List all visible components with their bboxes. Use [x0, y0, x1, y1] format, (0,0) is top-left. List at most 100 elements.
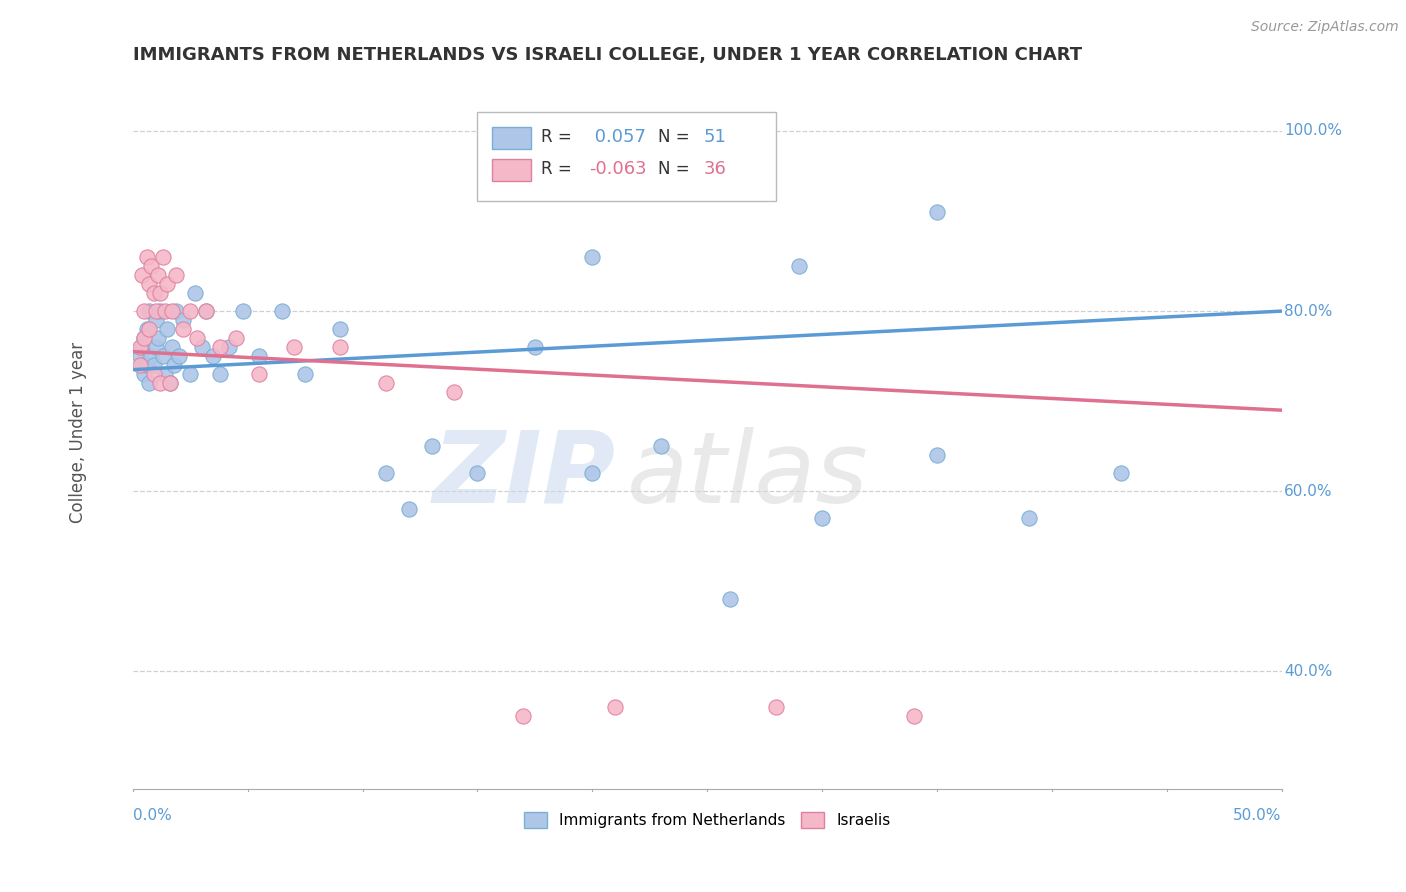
Point [247, 367, 270, 381]
Text: N =: N = [658, 161, 695, 178]
Point [142, 367, 165, 381]
Point [179, 367, 201, 381]
Point [128, 358, 150, 372]
Point [135, 358, 157, 372]
FancyBboxPatch shape [492, 128, 531, 149]
Point [152, 349, 174, 363]
Point [146, 268, 169, 282]
Text: R =: R = [541, 161, 576, 178]
Point [179, 304, 201, 318]
Point [218, 340, 240, 354]
Point [134, 367, 156, 381]
Point [149, 286, 172, 301]
Point [145, 313, 167, 327]
Text: ZIP: ZIP [432, 427, 616, 524]
Point [134, 331, 156, 345]
Point [283, 340, 305, 354]
Point [247, 349, 270, 363]
Point [160, 340, 183, 354]
Text: R =: R = [541, 128, 576, 146]
FancyBboxPatch shape [478, 112, 776, 202]
Point [138, 376, 160, 391]
Point [523, 340, 546, 354]
Point [374, 376, 396, 391]
Point [512, 709, 534, 723]
Point [153, 304, 176, 318]
Point [1109, 467, 1132, 481]
Point [166, 304, 188, 318]
Point [467, 467, 489, 481]
Point [128, 349, 150, 363]
Point [172, 313, 194, 327]
Point [138, 304, 160, 318]
Point [605, 700, 627, 714]
Point [145, 340, 167, 354]
Point [294, 367, 316, 381]
Point [153, 367, 176, 381]
Point [156, 277, 179, 291]
Point [398, 502, 420, 516]
Point [329, 322, 352, 336]
Point [166, 268, 188, 282]
Point [787, 259, 810, 273]
Text: 0.057: 0.057 [589, 128, 645, 146]
Point [138, 322, 160, 336]
Point [159, 376, 181, 391]
Point [195, 304, 218, 318]
Text: 50.0%: 50.0% [1233, 808, 1282, 823]
Point [141, 349, 163, 363]
Point [202, 349, 225, 363]
Point [131, 340, 153, 354]
Point [142, 286, 165, 301]
Point [152, 250, 174, 264]
Text: 80.0%: 80.0% [1284, 303, 1333, 318]
Point [159, 376, 181, 391]
Point [131, 358, 153, 372]
Point [135, 322, 157, 336]
Text: 100.0%: 100.0% [1284, 123, 1341, 138]
Point [145, 304, 167, 318]
Point [925, 448, 948, 462]
Point [581, 250, 603, 264]
Point [146, 331, 169, 345]
Point [374, 467, 396, 481]
Text: 40.0%: 40.0% [1284, 664, 1333, 679]
Text: 0.0%: 0.0% [132, 808, 172, 823]
Point [209, 367, 232, 381]
Point [156, 322, 179, 336]
Text: 36: 36 [704, 161, 727, 178]
Point [329, 340, 352, 354]
Point [131, 268, 153, 282]
Text: N =: N = [658, 128, 695, 146]
Point [765, 700, 787, 714]
Point [195, 304, 218, 318]
Point [142, 358, 165, 372]
Point [149, 304, 172, 318]
Point [128, 340, 150, 354]
Point [1018, 511, 1040, 525]
Point [443, 385, 465, 400]
Point [172, 322, 194, 336]
Text: IMMIGRANTS FROM NETHERLANDS VS ISRAELI COLLEGE, UNDER 1 YEAR CORRELATION CHART: IMMIGRANTS FROM NETHERLANDS VS ISRAELI C… [132, 46, 1083, 64]
Point [138, 277, 160, 291]
Point [190, 340, 212, 354]
Text: Source: ZipAtlas.com: Source: ZipAtlas.com [1251, 20, 1399, 34]
Point [135, 250, 157, 264]
Text: 60.0%: 60.0% [1284, 483, 1333, 499]
Point [141, 259, 163, 273]
Point [232, 304, 254, 318]
Point [718, 592, 741, 607]
Point [134, 331, 156, 345]
FancyBboxPatch shape [492, 160, 531, 181]
Point [134, 304, 156, 318]
Point [225, 331, 247, 345]
Text: College, Under 1 year: College, Under 1 year [69, 343, 87, 524]
Point [160, 304, 183, 318]
Text: -0.063: -0.063 [589, 161, 647, 178]
Point [186, 331, 208, 345]
Point [650, 439, 672, 453]
Point [271, 304, 294, 318]
Text: atlas: atlas [627, 427, 869, 524]
Text: 51: 51 [704, 128, 727, 146]
Point [925, 205, 948, 219]
